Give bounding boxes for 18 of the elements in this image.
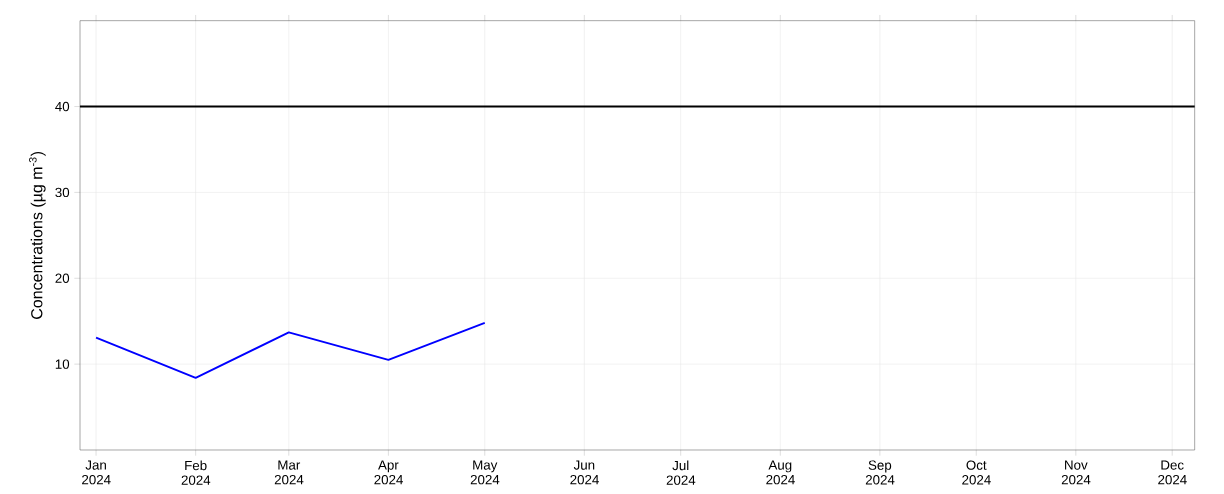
x-tick-label: Aug 2024 [766, 460, 795, 485]
y-axis-title: Concentrations (µg m$^{-3}$) [29, 151, 46, 319]
x-tick-label: Nov 2024 [1061, 460, 1091, 485]
x-tick-label: Oct 2024 [962, 460, 991, 485]
y-tick-label: 20 [55, 273, 70, 283]
x-tick-label: Sep 2024 [865, 460, 895, 485]
x-tick-label: Jun 2024 [570, 460, 599, 485]
y-tick-label: 30 [55, 187, 70, 198]
x-tick-label: May 2024 [470, 460, 500, 485]
x-tick-label: Jul 2024 [666, 460, 696, 485]
x-tick-label: Apr 2024 [374, 460, 403, 485]
x-tick-label: Feb 2024 [181, 460, 211, 485]
x-tick-label: Mar 2024 [274, 460, 304, 485]
x-tick-label: Jan 2024 [82, 460, 111, 485]
y-tick-label: 10 [55, 359, 70, 369]
line-series [95, 321, 486, 379]
y-tick-label: 40 [55, 101, 70, 112]
x-tick-label: Dec 2024 [1158, 460, 1187, 485]
